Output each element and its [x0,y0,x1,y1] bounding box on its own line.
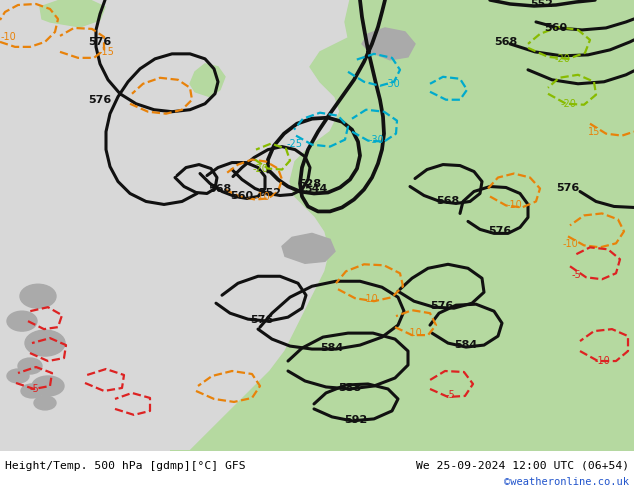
Text: 576: 576 [557,182,579,193]
Polygon shape [345,0,445,67]
Text: -10: -10 [254,193,270,202]
Text: 15: 15 [588,126,600,137]
Text: -5: -5 [445,390,455,400]
Polygon shape [282,233,335,263]
Text: 588: 588 [339,383,361,393]
Text: 552: 552 [531,0,553,9]
Text: 576: 576 [88,95,112,105]
Text: 568: 568 [209,185,231,195]
Text: 528: 528 [299,178,321,189]
Text: -20: -20 [252,164,268,173]
Text: -10: -10 [594,356,610,366]
Text: Height/Temp. 500 hPa [gdmp][°C] GFS: Height/Temp. 500 hPa [gdmp][°C] GFS [5,461,245,471]
Polygon shape [170,0,634,451]
Ellipse shape [20,284,56,308]
Text: 568: 568 [495,37,517,47]
Text: -5: -5 [29,384,39,394]
Text: -30: -30 [384,79,400,89]
Text: 544: 544 [304,185,328,195]
Text: 576: 576 [88,37,112,47]
Text: -10: -10 [362,294,378,304]
Polygon shape [362,28,415,60]
Text: 560: 560 [230,192,254,201]
Polygon shape [40,0,105,27]
Text: 592: 592 [344,415,368,425]
Ellipse shape [21,384,43,398]
Ellipse shape [25,330,65,356]
Text: 584: 584 [320,343,344,353]
Text: -10: -10 [562,239,578,249]
Text: We 25-09-2024 12:00 UTC (06+54): We 25-09-2024 12:00 UTC (06+54) [416,461,629,471]
Text: -25: -25 [287,139,303,148]
Text: -10: -10 [406,328,422,338]
Text: 552: 552 [259,189,281,198]
Text: -10: -10 [0,32,16,42]
Ellipse shape [32,376,64,396]
Text: -5: -5 [571,270,581,280]
Text: 584: 584 [455,340,477,350]
Text: 576: 576 [250,315,274,325]
Text: 576: 576 [488,226,512,236]
Polygon shape [190,64,225,97]
Text: -10: -10 [506,200,522,210]
Text: -15: -15 [98,47,114,57]
Text: -30: -30 [368,135,384,145]
Text: 576: 576 [430,301,453,311]
Text: -20: -20 [560,98,576,109]
Text: ©weatheronline.co.uk: ©weatheronline.co.uk [504,477,629,487]
Text: 560: 560 [545,23,567,33]
Ellipse shape [18,358,42,374]
Text: 568: 568 [436,196,460,206]
Ellipse shape [7,369,29,383]
Text: -20: -20 [554,54,570,64]
Ellipse shape [34,396,56,410]
Ellipse shape [7,311,37,331]
